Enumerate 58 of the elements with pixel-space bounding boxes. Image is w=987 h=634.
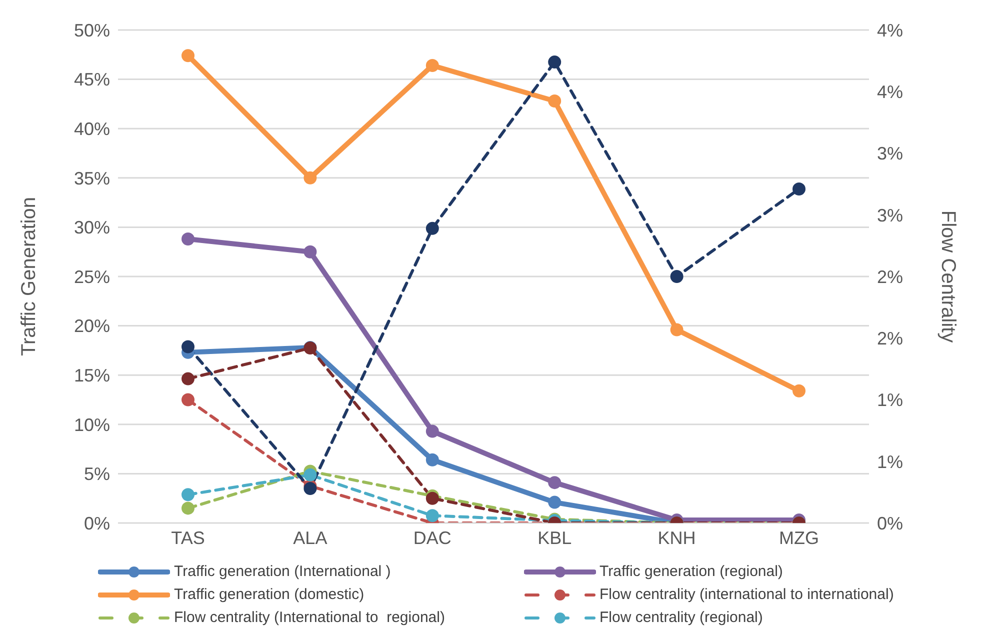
y-tick-label: 40% [74, 118, 110, 139]
legend-label: Flow centrality (regional) [600, 609, 763, 626]
point [548, 496, 562, 509]
point [426, 453, 439, 466]
y2-tick-label: 3% [877, 205, 904, 226]
legend-label: Flow centrality (International to regional) [174, 609, 445, 626]
x-tick-label: KBL [538, 528, 572, 548]
point [182, 372, 194, 386]
y-tick-label: 20% [74, 316, 110, 336]
point [182, 232, 194, 246]
y2-tick-label: 3% [877, 144, 904, 164]
y2-tick-label: 4% [877, 82, 904, 102]
y-tick-label: 0% [84, 513, 110, 534]
y2-tick-label: 2% [877, 266, 904, 287]
point [548, 476, 562, 490]
y-tick-label: 15% [74, 365, 110, 386]
point [426, 492, 439, 505]
point [426, 509, 439, 522]
x-tick-label: TAS [171, 528, 205, 548]
legend-label: Traffic generation (regional) [600, 563, 783, 580]
point [182, 49, 194, 62]
point [548, 94, 562, 108]
x-tick-label: MZG [779, 528, 819, 548]
y2-tick-label: 0% [877, 513, 904, 534]
point [670, 323, 684, 336]
point [792, 182, 806, 196]
point [304, 171, 317, 184]
y2-tick-label: 2% [877, 328, 904, 349]
y-tick-label: 45% [74, 70, 110, 90]
x-tick-label: ALA [293, 528, 328, 548]
point [426, 58, 439, 72]
point [792, 384, 806, 398]
point [182, 502, 194, 515]
point [670, 270, 684, 283]
y-axis-title: Traffic Generation [18, 197, 40, 356]
x-tick-label: KNH [658, 528, 696, 548]
y-tick-label: 35% [74, 168, 110, 188]
y-tick-label: 5% [84, 464, 110, 484]
y-tick-label: 10% [74, 414, 110, 435]
x-tick-label: DAC [413, 528, 452, 548]
point [182, 488, 194, 502]
y2-axis-title: Flow Centrality [936, 210, 959, 343]
y-tick-label: 25% [74, 266, 110, 287]
legend-label: Traffic generation (domestic) [174, 586, 364, 603]
point [304, 245, 317, 258]
point [426, 424, 439, 438]
point [548, 56, 562, 69]
point [304, 468, 317, 482]
y2-tick-label: 1% [877, 452, 904, 472]
y-tick-label: 50% [74, 20, 110, 40]
point [182, 340, 194, 354]
point [426, 222, 439, 235]
y-tick-label: 30% [74, 218, 110, 238]
point [182, 393, 194, 406]
y2-tick-label: 1% [877, 390, 904, 410]
y2-tick-label: 4% [877, 20, 904, 40]
legend-label: Traffic generation (International ) [174, 563, 391, 580]
legend-label: Flow centrality (international to international) [600, 586, 894, 603]
